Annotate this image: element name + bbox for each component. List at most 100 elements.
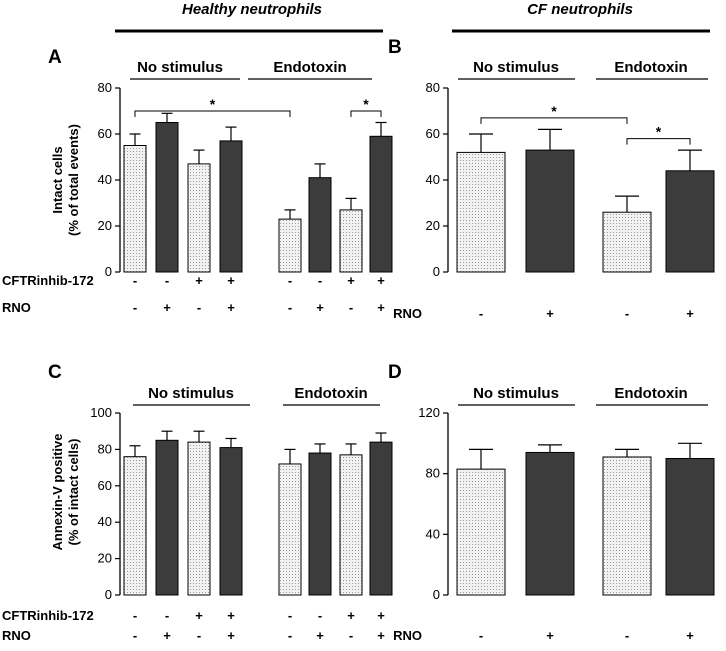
bar [665,170,715,273]
panel-letter: C [48,362,62,383]
rno-sign: + [316,300,324,315]
y-tick-label: 20 [98,551,112,566]
bar [308,177,332,273]
rno-sign: - [479,628,483,643]
significance-star: * [363,96,369,112]
inhibitor-sign: - [288,608,292,623]
y-axis-title-line1: Annexin-V positive [50,433,65,550]
bar [155,122,179,273]
rno-sign: - [625,628,629,643]
panel-letter: D [388,362,402,383]
bar [456,468,506,596]
inhibitor-sign: + [227,608,235,623]
rno-sign: - [349,628,353,643]
bar [525,149,575,273]
bar [369,441,393,596]
panel-letter: B [388,37,402,58]
bar [339,454,363,596]
y-tick-label: 20 [426,218,440,233]
y-tick-label: 60 [426,126,440,141]
significance-bracket [480,117,628,124]
group-label-no-stimulus: No stimulus [473,385,559,402]
y-tick-label: 0 [105,264,112,279]
rno-sign: + [686,306,694,321]
bar [278,218,302,273]
bar [308,452,332,596]
bar [339,209,363,273]
inhibitor-sign: - [165,273,169,288]
panel-c: C 0 20 40 60 80 100 Annexin-V positive (% of int… [2,362,393,643]
y-tick-label: 40 [98,514,112,529]
rno-sign: - [288,628,292,643]
inhibitor-sign: - [165,608,169,623]
row-label-inhibitor: CFTRinhib-172 [2,273,94,288]
group-label-endotoxin: Endotoxin [614,59,687,76]
group-label-endotoxin: Endotoxin [614,385,687,402]
y-axis-title-line1: Intact cells [50,146,65,213]
rno-sign: + [227,628,235,643]
y-tick-label: 20 [98,218,112,233]
rno-sign: - [625,306,629,321]
y-tick-label: 40 [426,172,440,187]
group-label-endotoxin: Endotoxin [294,385,367,402]
bar [278,463,302,596]
bar [525,451,575,596]
inhibitor-sign: + [377,273,385,288]
y-tick-label: 0 [433,587,440,602]
bar [602,456,652,596]
rno-sign: + [163,628,171,643]
rno-sign: - [133,300,137,315]
row-label-rno: RNO [2,628,31,643]
significance-bracket [134,110,291,117]
group-label-no-stimulus: No stimulus [137,59,223,76]
panel-a: A 0 20 40 60 80 Intact cells (% of total events… [2,47,393,315]
panel-b: B 0 20 40 60 80 No stimulus Endotoxin - + - + RNO * * [388,37,715,321]
y-tick-label: 60 [98,126,112,141]
y-tick-label: 100 [90,405,112,420]
group-label-endotoxin: Endotoxin [273,59,346,76]
rno-sign: + [546,306,554,321]
bar [187,441,211,596]
y-tick-label: 60 [98,478,112,493]
y-axis-title-line2: (% of total events) [66,124,81,236]
y-tick-label: 120 [418,405,440,420]
bar [219,447,243,596]
rno-sign: + [377,300,385,315]
bar [369,135,393,273]
rno-sign: - [197,300,201,315]
y-tick-label: 80 [426,466,440,481]
significance-star: * [656,124,662,140]
rno-sign: - [479,306,483,321]
inhibitor-sign: - [133,608,137,623]
inhibitor-sign: - [318,273,322,288]
y-tick-label: 80 [426,80,440,95]
inhibitor-sign: + [347,608,355,623]
y-tick-label: 80 [98,441,112,456]
row-label-inhibitor: CFTRinhib-172 [2,608,94,623]
bar [602,211,652,273]
bar [155,439,179,596]
rno-sign: - [288,300,292,315]
y-tick-label: 80 [98,80,112,95]
inhibitor-sign: + [227,273,235,288]
y-tick-label: 40 [98,172,112,187]
rno-sign: - [349,300,353,315]
rno-sign: + [227,300,235,315]
header-healthy: Healthy neutrophils [182,1,322,18]
inhibitor-sign: + [195,608,203,623]
bar [187,163,211,273]
rno-sign: - [197,628,201,643]
y-tick-label: 0 [105,587,112,602]
rno-sign: + [377,628,385,643]
rno-sign: + [686,628,694,643]
rno-sign: + [163,300,171,315]
inhibitor-sign: - [288,273,292,288]
bar [456,151,506,273]
significance-bracket [350,110,382,117]
bar [219,140,243,273]
bar [123,145,147,273]
inhibitor-sign: + [195,273,203,288]
row-label-rno: RNO [2,300,31,315]
y-axis-title-line2: (% of intact cells) [66,439,81,546]
